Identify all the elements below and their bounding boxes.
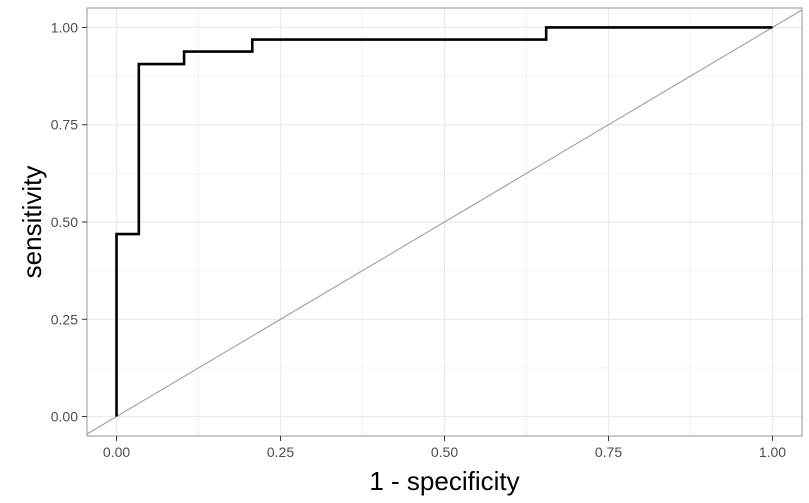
y-tick-label-4: 1.00 — [51, 19, 78, 35]
x-tick-label-2: 0.50 — [431, 444, 458, 460]
x-axis-title: 1 - specificity — [369, 466, 519, 496]
y-tick-label-2: 0.50 — [51, 214, 78, 230]
x-tick-label-3: 0.75 — [595, 444, 622, 460]
roc-curve-0 — [115, 26, 773, 417]
x-tick-label-0: 0.00 — [103, 444, 130, 460]
x-tick-label-1: 0.25 — [267, 444, 294, 460]
y-tick-label-3: 0.75 — [51, 117, 78, 133]
x-tick-label-4: 1.00 — [759, 444, 786, 460]
diagonal-reference-line — [86, 9, 803, 435]
y-tick-label-1: 0.25 — [51, 311, 78, 327]
y-axis-title: sensitivity — [17, 166, 47, 279]
y-tick-labels: 0.00 0.25 0.50 0.75 1.00 — [51, 19, 78, 424]
reference-line — [86, 9, 803, 435]
series-layer — [115, 26, 773, 417]
x-tick-labels: 0.00 0.25 0.50 0.75 1.00 — [103, 444, 786, 460]
y-tick-label-0: 0.00 — [51, 409, 78, 425]
grid-major — [87, 8, 802, 436]
axis-ticks — [82, 26, 773, 441]
